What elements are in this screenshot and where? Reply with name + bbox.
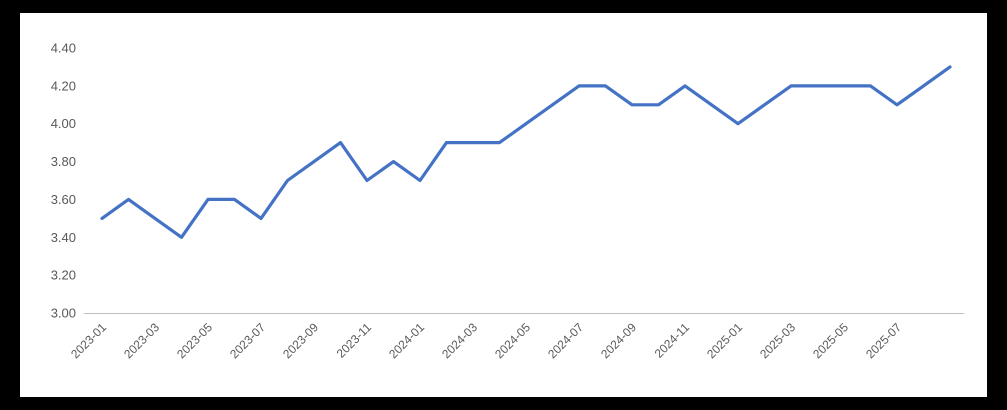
x-axis-tick-label: 2025-03 [757,320,798,361]
y-axis-tick-label: 3.20 [51,268,76,283]
data-series-line [100,65,952,239]
y-axis-tick-label: 3.80 [51,154,76,169]
x-axis-tick-label: 2024-01 [386,320,427,361]
x-axis-tick-label: 2024-11 [652,320,693,361]
y-axis-tick-label: 4.40 [51,41,76,56]
y-axis-tick-label: 4.00 [51,116,76,131]
x-axis-tick-label: 2025-07 [863,320,904,361]
x-axis-tick-label: 2023-01 [68,320,109,361]
x-axis-tick-label: 2023-09 [280,320,321,361]
line-chart: 3.00 3.20 3.40 3.60 3.80 4.00 4.20 4.40 2023-01 2… [20,13,987,397]
x-axis-tick-label: 2025-01 [704,320,745,361]
y-axis-tick-label: 4.20 [51,78,76,93]
y-axis-tick-label: 3.00 [51,306,76,321]
x-axis-tick-label: 2024-03 [439,320,480,361]
x-axis-tick-label: 2023-03 [121,320,162,361]
chart-canvas: 3.00 3.20 3.40 3.60 3.80 4.00 4.20 4.40 2023-01 2… [51,41,964,361]
x-axis-tick-label: 2023-05 [174,320,215,361]
x-axis-tick-label: 2024-07 [545,320,586,361]
x-axis-tick-label: 2023-11 [334,320,375,361]
y-axis-tick-label: 3.40 [51,230,76,245]
x-axis-tick-label: 2024-05 [492,320,533,361]
y-axis-tick-label: 3.60 [51,192,76,207]
x-axis-tick-label: 2025-05 [810,320,851,361]
x-axis-tick-label: 2024-09 [598,320,639,361]
x-axis-tick-label: 2023-07 [227,320,268,361]
